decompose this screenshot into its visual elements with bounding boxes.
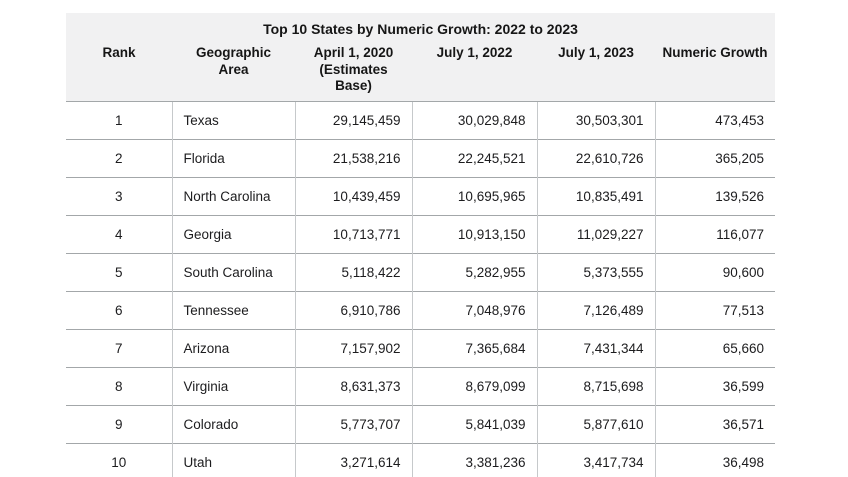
table-row: 2 Florida 21,538,216 22,245,521 22,610,7… [66, 138, 776, 177]
pop-2022-cell: 30,029,848 [411, 100, 537, 139]
rank-cell: 5 [66, 252, 172, 291]
state-cell: South Carolina [171, 252, 295, 291]
growth-cell: 116,077 [654, 214, 776, 253]
state-cell: Texas [171, 100, 295, 139]
pop-2023-cell: 22,610,726 [536, 138, 655, 177]
pop-2020-cell: 29,145,459 [294, 100, 412, 139]
pop-2022-cell: 8,679,099 [411, 366, 537, 405]
table-row: 9 Colorado 5,773,707 5,841,039 5,877,610… [66, 404, 776, 443]
pop-2020-cell: 7,157,902 [294, 328, 412, 367]
state-cell: Tennessee [171, 290, 295, 329]
pop-2022-cell: 7,365,684 [411, 328, 537, 367]
growth-cell: 36,599 [654, 366, 776, 405]
growth-cell: 90,600 [654, 252, 776, 291]
growth-cell: 365,205 [654, 138, 776, 177]
pop-2023-cell: 30,503,301 [536, 100, 655, 139]
pop-2023-cell: 8,715,698 [536, 366, 655, 405]
growth-cell: 139,526 [654, 176, 776, 215]
pop-2020-cell: 8,631,373 [294, 366, 412, 405]
growth-cell: 36,498 [654, 442, 776, 477]
pop-2023-cell: 3,417,734 [536, 442, 655, 477]
title-row: Top 10 States by Numeric Growth: 2022 to… [66, 13, 776, 43]
column-header-row: Rank Geographic Area April 1, 2020 (Esti… [66, 43, 776, 101]
table-row: 6 Tennessee 6,910,786 7,048,976 7,126,48… [66, 290, 776, 329]
table-row: 8 Virginia 8,631,373 8,679,099 8,715,698… [66, 366, 776, 405]
pop-2023-cell: 10,835,491 [536, 176, 655, 215]
growth-cell: 77,513 [654, 290, 776, 329]
pop-2020-cell: 5,118,422 [294, 252, 412, 291]
pop-2022-cell: 5,841,039 [411, 404, 537, 443]
pop-2022-cell: 3,381,236 [411, 442, 537, 477]
pop-2020-cell: 10,713,771 [294, 214, 412, 253]
growth-cell: 473,453 [654, 100, 776, 139]
column-header-geographic-area: Geographic Area [172, 43, 295, 101]
rank-cell: 8 [66, 366, 172, 405]
table-title: Top 10 States by Numeric Growth: 2022 to… [66, 13, 776, 43]
state-cell: Utah [171, 442, 295, 477]
state-cell: Florida [171, 138, 295, 177]
state-cell: Virginia [171, 366, 295, 405]
pop-2023-cell: 11,029,227 [536, 214, 655, 253]
pop-2020-cell: 3,271,614 [294, 442, 412, 477]
growth-cell: 65,660 [654, 328, 776, 367]
column-header-july-2022: July 1, 2022 [412, 43, 537, 101]
pop-2023-cell: 7,126,489 [536, 290, 655, 329]
top-states-growth-table: Top 10 States by Numeric Growth: 2022 to… [66, 13, 776, 477]
table-row: 10 Utah 3,271,614 3,381,236 3,417,734 36… [66, 442, 776, 477]
column-header-july-2023: July 1, 2023 [537, 43, 655, 101]
rank-cell: 10 [66, 442, 172, 477]
pop-2020-cell: 21,538,216 [294, 138, 412, 177]
column-header-rank: Rank [66, 43, 172, 101]
pop-2022-cell: 7,048,976 [411, 290, 537, 329]
pop-2020-cell: 5,773,707 [294, 404, 412, 443]
table-row: 5 South Carolina 5,118,422 5,282,955 5,3… [66, 252, 776, 291]
pop-2020-cell: 10,439,459 [294, 176, 412, 215]
pop-2022-cell: 5,282,955 [411, 252, 537, 291]
state-cell: Colorado [171, 404, 295, 443]
table-body: 1 Texas 29,145,459 30,029,848 30,503,301… [66, 100, 776, 477]
table-header: Top 10 States by Numeric Growth: 2022 to… [66, 13, 776, 101]
pop-2020-cell: 6,910,786 [294, 290, 412, 329]
rank-cell: 9 [66, 404, 172, 443]
table-row: 3 North Carolina 10,439,459 10,695,965 1… [66, 176, 776, 215]
column-header-april-2020-base: April 1, 2020 (Estimates Base) [295, 43, 412, 101]
table-row: 4 Georgia 10,713,771 10,913,150 11,029,2… [66, 214, 776, 253]
rank-cell: 3 [66, 176, 172, 215]
column-header-numeric-growth: Numeric Growth [655, 43, 776, 101]
state-cell: Arizona [171, 328, 295, 367]
rank-cell: 2 [66, 138, 172, 177]
rank-cell: 1 [66, 100, 172, 139]
pop-2023-cell: 7,431,344 [536, 328, 655, 367]
table-row: 1 Texas 29,145,459 30,029,848 30,503,301… [66, 100, 776, 139]
pop-2023-cell: 5,877,610 [536, 404, 655, 443]
pop-2022-cell: 10,695,965 [411, 176, 537, 215]
rank-cell: 7 [66, 328, 172, 367]
rank-cell: 6 [66, 290, 172, 329]
table-row: 7 Arizona 7,157,902 7,365,684 7,431,344 … [66, 328, 776, 367]
state-cell: Georgia [171, 214, 295, 253]
pop-2022-cell: 22,245,521 [411, 138, 537, 177]
growth-cell: 36,571 [654, 404, 776, 443]
state-cell: North Carolina [171, 176, 295, 215]
rank-cell: 4 [66, 214, 172, 253]
pop-2023-cell: 5,373,555 [536, 252, 655, 291]
pop-2022-cell: 10,913,150 [411, 214, 537, 253]
